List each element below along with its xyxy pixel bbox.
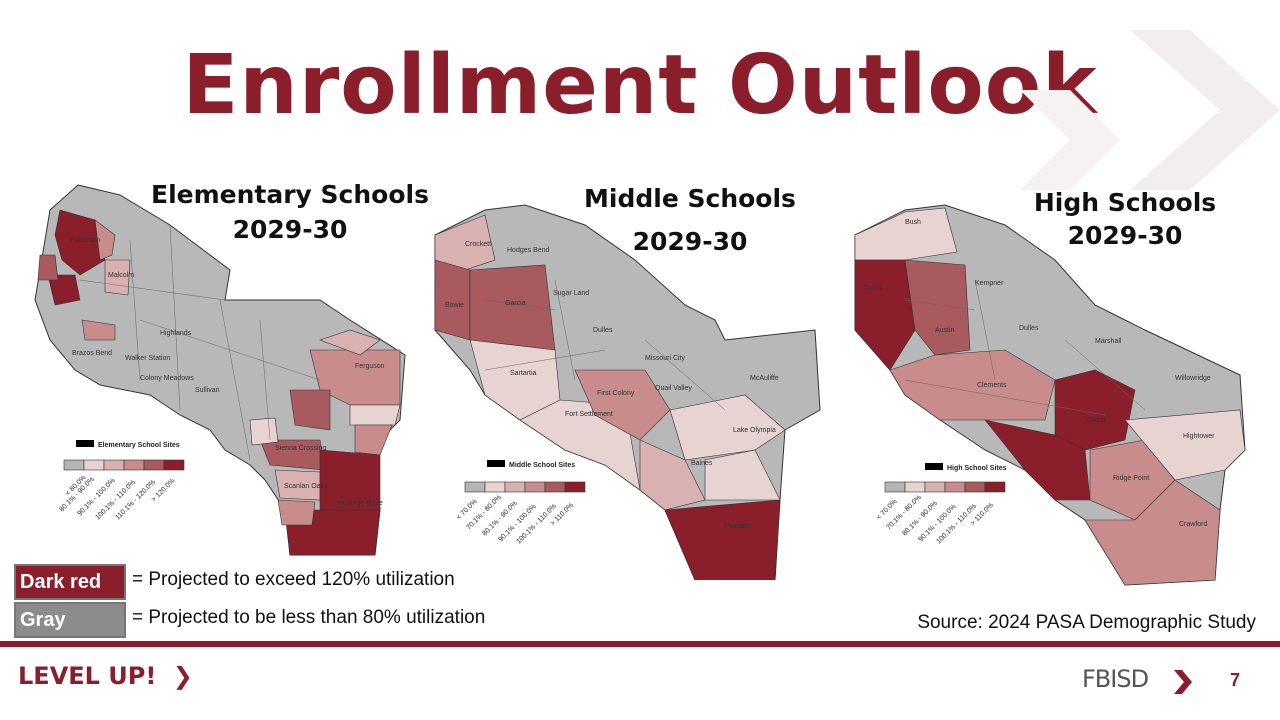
map-label: Garcia	[505, 300, 526, 307]
map-label: Hightower	[1183, 433, 1215, 440]
map-label: First Colony	[597, 390, 635, 397]
map-label: Dulles	[1019, 325, 1039, 332]
map-label: Bowie	[445, 302, 464, 309]
map-label: Baines	[691, 460, 713, 467]
elementary-color-scale: < 80.0% 80.1% - 90.0% 90.1% - 100.0% 100…	[58, 459, 185, 522]
map-label: Fort Settlement	[565, 411, 613, 418]
elementary-map: Patterson Malcolm Brazos Bend Walker Sta…	[34, 184, 406, 556]
map-label: Austin	[935, 327, 955, 334]
elementary-title-line1: Elementary Schools	[151, 180, 429, 209]
page-number: 7	[1230, 670, 1241, 690]
middle-map-title: Middle Schools 2029-30	[575, 184, 805, 256]
map-label: Heritage Rose	[338, 500, 383, 507]
sites-legend-label: Middle School Sites	[509, 462, 575, 469]
level-up-text: LEVEL UP!	[18, 662, 157, 690]
middle-title-line2: 2029-30	[632, 227, 748, 256]
middle-map: Crockett Hodges Bend Bowie Garcia Sugar …	[434, 204, 821, 581]
footer-divider	[0, 641, 1280, 647]
sites-legend-label: Elementary School Sites	[98, 442, 180, 449]
high-title-line1: High Schools	[1033, 188, 1217, 217]
chevron-right-icon	[1174, 670, 1192, 694]
gray-swatch: Gray	[14, 602, 126, 638]
map-label: Willowridge	[1175, 375, 1211, 382]
map-label: Scanlan Oaks	[284, 483, 328, 490]
map-label: Bush	[905, 219, 921, 226]
elementary-title-line2: 2029-30	[232, 215, 348, 244]
high-title-line2: 2029-30	[1067, 221, 1183, 250]
map-label: McAuliffe	[750, 375, 779, 382]
map-label: Marshall	[1095, 338, 1122, 345]
sites-legend-label: High School Sites	[947, 465, 1007, 472]
map-label: Sullivan	[195, 387, 220, 394]
decorative-chevrons-icon	[1020, 30, 1280, 190]
map-label: Missouri City	[645, 355, 686, 362]
map-label: Brazos Bend	[72, 350, 112, 357]
middle-title-line1: Middle Schools	[584, 184, 796, 213]
map-label: Hodges Bend	[507, 247, 550, 254]
map-label: Walker Station	[125, 355, 170, 362]
map-label: Sienna Crossing	[275, 445, 326, 452]
map-label: Lake Olympia	[733, 427, 776, 434]
middle-color-scale: < 70.0% 70.1% - 80.0% 80.1% - 90.0% 90.1…	[455, 481, 586, 545]
high-map: Bush Travis Kempner Austin Dulles Marsha…	[854, 204, 1246, 586]
fbisd-logo: FBISD	[1082, 665, 1149, 693]
map-label: Ferguson	[355, 363, 385, 370]
map-label: Quail Valley	[655, 385, 692, 392]
source-note: Source: 2024 PASA Demographic Study	[917, 612, 1256, 633]
map-label: Malcolm	[108, 272, 134, 279]
slide-title: Enrollment Outlook	[182, 38, 1098, 133]
map-label: Sartartia	[510, 370, 537, 377]
map-label: Ridge Point	[1113, 475, 1149, 482]
high-map-title: High Schools 2029-30	[1025, 188, 1225, 250]
middle-map-panel: Crockett Hodges Bend Bowie Garcia Sugar …	[425, 180, 825, 581]
gray-legend-text: = Projected to be less than 80% utilizat…	[132, 607, 486, 628]
map-label: Elkins	[1087, 417, 1106, 424]
dark-red-legend-text: = Projected to exceed 120% utilization	[132, 569, 455, 590]
map-label: Dulles	[593, 327, 613, 334]
map-label: Kempner	[975, 280, 1004, 287]
map-label: Crawford	[1179, 521, 1208, 528]
level-up-logo: LEVEL UP! ❯	[18, 662, 193, 690]
map-label: Highlands	[160, 330, 192, 337]
map-label: Crockett	[465, 241, 491, 248]
map-label: Sugar Land	[553, 290, 589, 297]
map-label: Patterson	[70, 237, 100, 244]
map-label: Colony Meadows	[140, 375, 194, 382]
elementary-map-panel: Patterson Malcolm Brazos Bend Walker Sta…	[20, 180, 429, 560]
legend-tick: 110.1% - 120.0%	[114, 479, 157, 522]
chevron-right-icon: ❯	[172, 662, 193, 690]
dark-red-swatch: Dark red	[14, 564, 126, 600]
map-label: Travis	[863, 285, 882, 292]
map-label: Clements	[977, 382, 1007, 389]
high-map-panel: Bush Travis Kempner Austin Dulles Marsha…	[845, 180, 1265, 590]
elementary-map-title: Elementary Schools 2029-30	[150, 180, 430, 244]
map-label: Thornton	[723, 523, 751, 530]
high-color-scale: < 70.0% 70.1% - 80.0% 80.1% - 90.0% 90.1…	[875, 481, 1006, 545]
